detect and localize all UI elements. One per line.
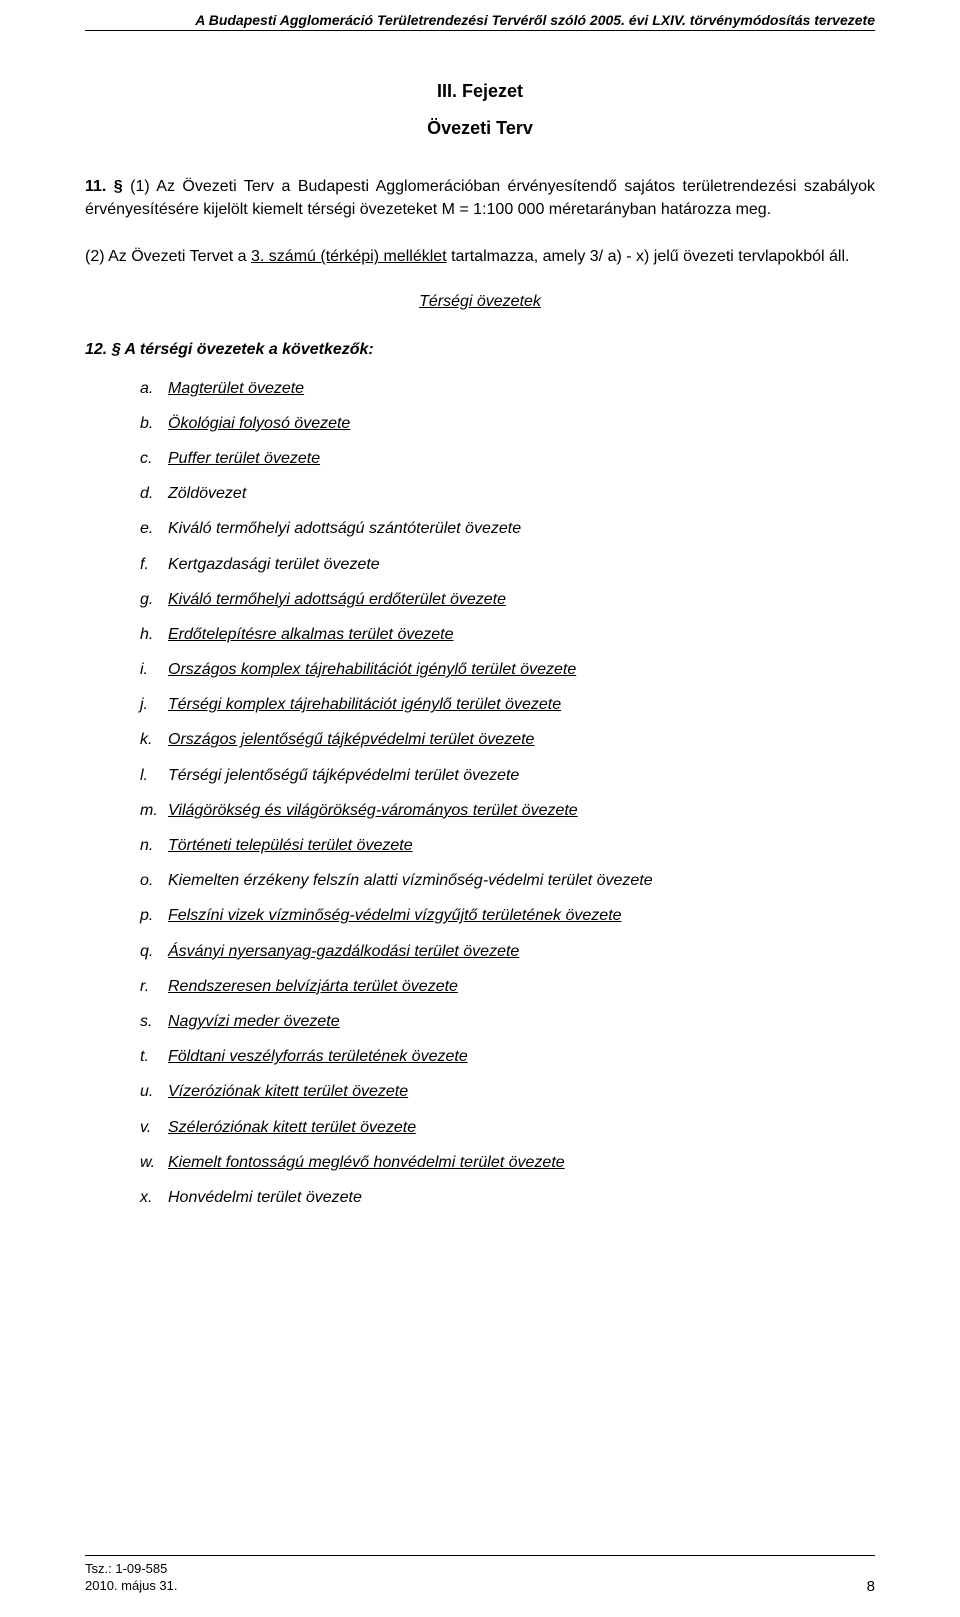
zone-label: s.	[140, 1010, 168, 1033]
zone-list-item: a.Magterület övezete	[140, 377, 875, 400]
zone-list-item: h.Erdőtelepítésre alkalmas terület öveze…	[140, 623, 875, 646]
zone-list-item: v.Széleróziónak kitett terület övezete	[140, 1116, 875, 1139]
zone-label: w.	[140, 1151, 168, 1174]
footer-date: 2010. május 31.	[85, 1577, 178, 1595]
zone-label: k.	[140, 728, 168, 751]
zone-label: r.	[140, 975, 168, 998]
zone-label: c.	[140, 447, 168, 470]
footer-rule	[85, 1555, 875, 1556]
zone-text: Széleróziónak kitett terület övezete	[168, 1116, 416, 1139]
section-lead: 11. §	[85, 178, 123, 195]
zone-list-item: k.Országos jelentőségű tájképvédelmi ter…	[140, 728, 875, 751]
zone-text: Kertgazdasági terület övezete	[168, 553, 380, 576]
zone-text: Országos jelentőségű tájképvédelmi terül…	[168, 728, 534, 751]
zone-list-item: w.Kiemelt fontosságú meglévő honvédelmi …	[140, 1151, 875, 1174]
zone-list-item: r.Rendszeresen belvízjárta terület öveze…	[140, 975, 875, 998]
para-suffix: tartalmazza, amely 3/ a) - x) jelű öveze…	[447, 248, 850, 265]
zone-list-item: b.Ökológiai folyosó övezete	[140, 412, 875, 435]
zone-list-item: j.Térségi komplex tájrehabilitációt igén…	[140, 693, 875, 716]
para-prefix: (2) Az Övezeti Tervet a	[85, 248, 251, 265]
zone-label: d.	[140, 482, 168, 505]
zone-text: Honvédelmi terület övezete	[168, 1186, 362, 1209]
zone-list-item: n.Történeti települési terület övezete	[140, 834, 875, 857]
zone-list-item: o.Kiemelten érzékeny felszín alatti vízm…	[140, 869, 875, 892]
zone-list-item: c.Puffer terület övezete	[140, 447, 875, 470]
zone-label: g.	[140, 588, 168, 611]
section-11-para-2: (2) Az Övezeti Tervet a 3. számú (térkép…	[85, 245, 875, 268]
zone-label: h.	[140, 623, 168, 646]
zone-list-item: d.Zöldövezet	[140, 482, 875, 505]
zone-list-item: x.Honvédelmi terület övezete	[140, 1186, 875, 1209]
zone-label: u.	[140, 1080, 168, 1103]
zone-label: t.	[140, 1045, 168, 1068]
zone-label: o.	[140, 869, 168, 892]
zone-text: Puffer terület övezete	[168, 447, 320, 470]
zone-text: Földtani veszélyforrás területének öveze…	[168, 1045, 468, 1068]
zone-label: b.	[140, 412, 168, 435]
zone-list-item: p.Felszíni vizek vízminőség-védelmi vízg…	[140, 904, 875, 927]
zone-label: p.	[140, 904, 168, 927]
zone-label: f.	[140, 553, 168, 576]
footer-left: Tsz.: 1-09-585 2010. május 31.	[85, 1560, 178, 1595]
chapter-title: Övezeti Terv	[85, 118, 875, 139]
zone-text: Zöldövezet	[168, 482, 246, 505]
zone-text: Felszíni vizek vízminőség-védelmi vízgyű…	[168, 904, 622, 927]
zone-label: x.	[140, 1186, 168, 1209]
section-text: (1) Az Övezeti Terv a Budapesti Agglomer…	[85, 178, 875, 218]
zone-label: a.	[140, 377, 168, 400]
zone-text: Országos komplex tájrehabilitációt igény…	[168, 658, 576, 681]
zone-label: l.	[140, 764, 168, 787]
zone-text: Térségi jelentőségű tájképvédelmi terüle…	[168, 764, 519, 787]
footer-page-number: 8	[867, 1578, 875, 1595]
zone-label: q.	[140, 940, 168, 963]
zone-list-item: m.Világörökség és világörökség-várományo…	[140, 799, 875, 822]
zone-list-item: g.Kiváló termőhelyi adottságú erdőterüle…	[140, 588, 875, 611]
chapter-number: III. Fejezet	[85, 81, 875, 102]
zone-text: Térségi komplex tájrehabilitációt igényl…	[168, 693, 561, 716]
intro-text: A térségi övezetek a következők:	[124, 341, 373, 358]
zone-text: Kiemelt fontosságú meglévő honvédelmi te…	[168, 1151, 565, 1174]
zone-label: e.	[140, 517, 168, 540]
zone-text: Történeti települési terület övezete	[168, 834, 413, 857]
zone-text: Rendszeresen belvízjárta terület övezete	[168, 975, 458, 998]
para-link: 3. számú (térképi) melléklet	[251, 248, 447, 265]
page-footer: Tsz.: 1-09-585 2010. május 31. 8	[85, 1555, 875, 1595]
zone-text: Ökológiai folyosó övezete	[168, 412, 350, 435]
zone-list-item: i.Országos komplex tájrehabilitációt igé…	[140, 658, 875, 681]
zone-text: Világörökség és világörökség-várományos …	[168, 799, 578, 822]
zone-list-item: f.Kertgazdasági terület övezete	[140, 553, 875, 576]
zone-label: m.	[140, 799, 168, 822]
subsection-heading: Térségi övezetek	[85, 293, 875, 311]
zone-label: n.	[140, 834, 168, 857]
zone-text: Kiemelten érzékeny felszín alatti vízmin…	[168, 869, 653, 892]
zone-list-item: t.Földtani veszélyforrás területének öve…	[140, 1045, 875, 1068]
zone-label: j.	[140, 693, 168, 716]
section-11-para-1: 11. § (1) Az Övezeti Terv a Budapesti Ag…	[85, 175, 875, 221]
section-lead: 12. §	[85, 341, 121, 358]
document-page: A Budapesti Agglomeráció Területrendezés…	[0, 0, 960, 1617]
zone-label: i.	[140, 658, 168, 681]
zone-list-item: e.Kiváló termőhelyi adottságú szántóterü…	[140, 517, 875, 540]
section-12-intro: 12. § A térségi övezetek a következők:	[85, 341, 875, 359]
zone-text: Nagyvízi meder övezete	[168, 1010, 340, 1033]
zone-list-item: u.Vízeróziónak kitett terület övezete	[140, 1080, 875, 1103]
zone-text: Kiváló termőhelyi adottságú szántóterüle…	[168, 517, 521, 540]
zone-text: Vízeróziónak kitett terület övezete	[168, 1080, 408, 1103]
zone-list: a.Magterület övezeteb.Ökológiai folyosó …	[140, 377, 875, 1210]
zone-list-item: l.Térségi jelentőségű tájképvédelmi terü…	[140, 764, 875, 787]
running-header: A Budapesti Agglomeráció Területrendezés…	[85, 12, 875, 31]
zone-list-item: s.Nagyvízi meder övezete	[140, 1010, 875, 1033]
zone-list-item: q.Ásványi nyersanyag-gazdálkodási terüle…	[140, 940, 875, 963]
footer-reference: Tsz.: 1-09-585	[85, 1560, 178, 1578]
zone-text: Erdőtelepítésre alkalmas terület övezete	[168, 623, 453, 646]
zone-label: v.	[140, 1116, 168, 1139]
zone-text: Kiváló termőhelyi adottságú erdőterület …	[168, 588, 506, 611]
zone-text: Magterület övezete	[168, 377, 304, 400]
zone-text: Ásványi nyersanyag-gazdálkodási terület …	[168, 940, 519, 963]
